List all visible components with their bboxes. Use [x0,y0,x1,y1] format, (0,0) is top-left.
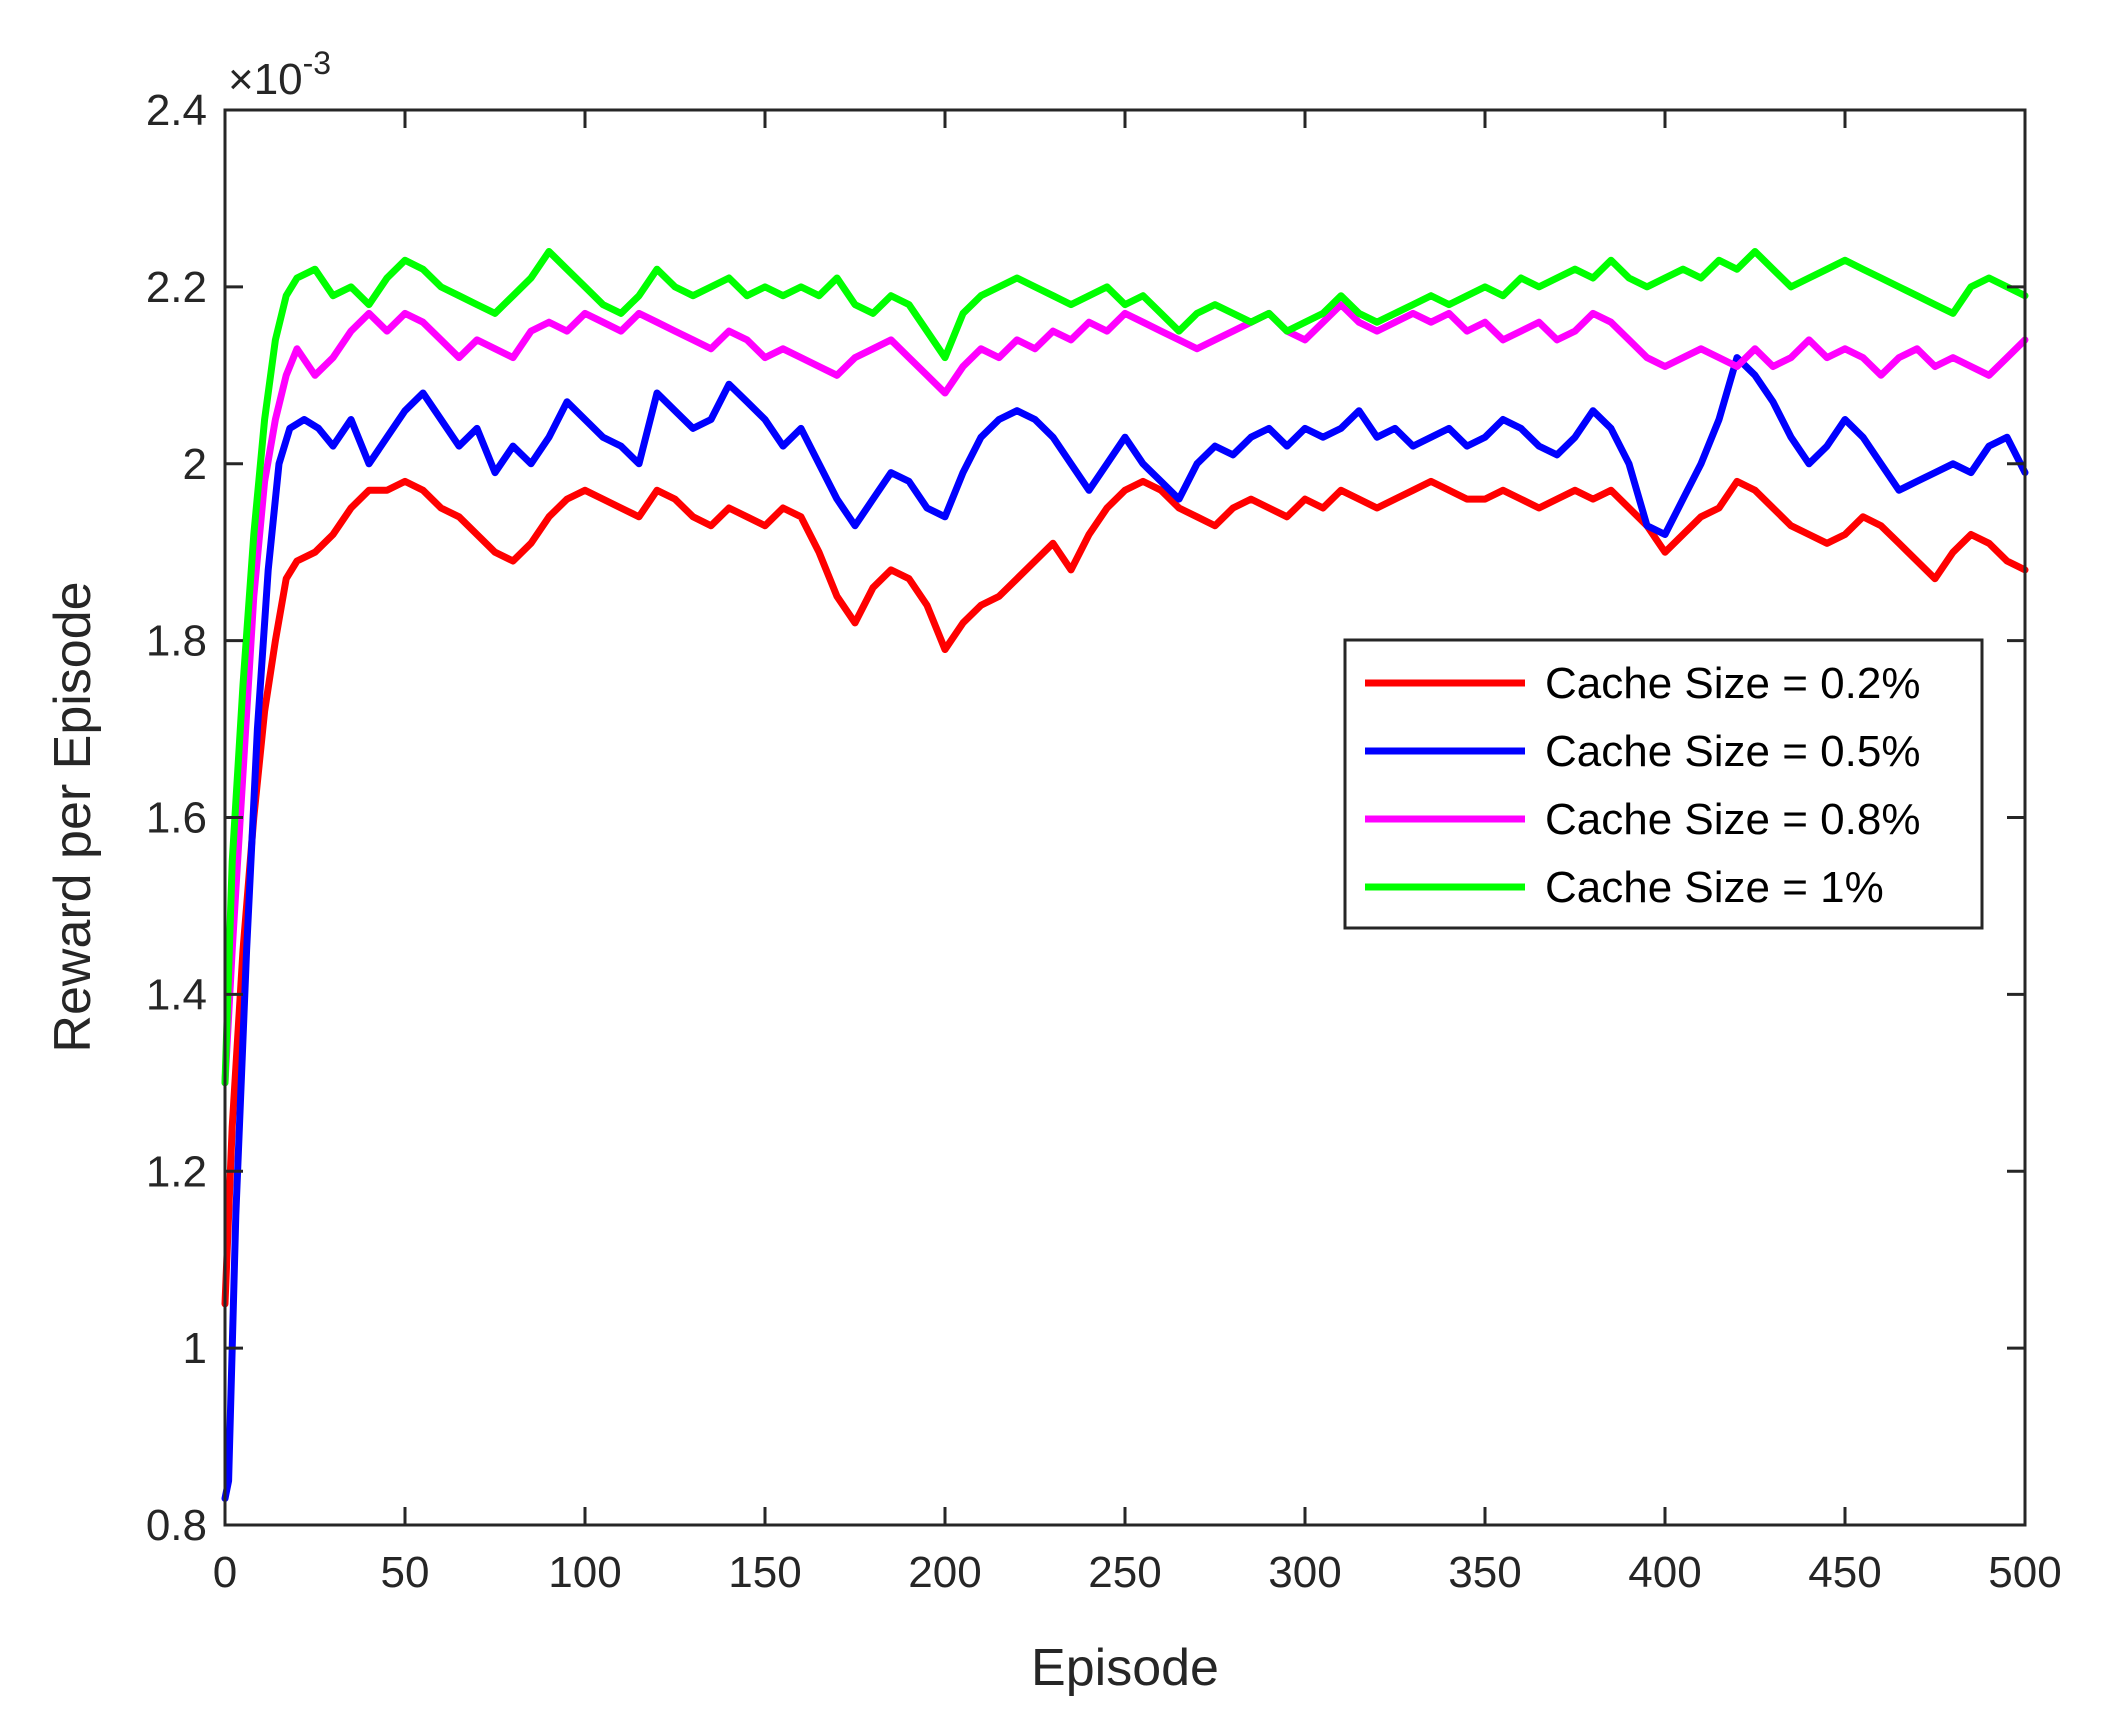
y-tick-label: 1.6 [146,794,207,843]
legend-entry-label: Cache Size = 0.2% [1545,659,1920,708]
y-tick-label: 0.8 [146,1501,207,1550]
series-line-2 [221,354,2029,1502]
y-exponent-power: -3 [303,45,331,81]
y-tick-label: 1.2 [146,1147,207,1196]
legend-items: Cache Size = 0.2% Cache Size = 0.5% Cache … [1365,659,1920,912]
y-axis-label: Reward per Episode [44,581,102,1052]
y-tick-label: 1.8 [146,617,207,666]
x-tick-label: 0 [213,1548,237,1597]
series-line-1 [221,477,2029,1308]
y-tick-label: 2 [183,440,207,489]
tick-layer: 0 50 100 150 200 250 300 350 400 450 500 0.8 1 1.2 1.4… [146,86,2062,1597]
x-tick-label: 400 [1628,1548,1701,1597]
series-line-4 [221,248,2029,1087]
x-tick-label: 150 [728,1548,801,1597]
legend: Cache Size = 0.2% Cache Size = 0.5% Cache … [1343,638,1984,930]
legend-box [1343,638,1984,930]
x-tick-label: 300 [1268,1548,1341,1597]
y-tick-label: 1.4 [146,970,207,1019]
x-tick-label: 50 [381,1548,430,1597]
x-axis-label: Episode [1031,1639,1219,1697]
x-tick-label: 200 [908,1548,981,1597]
series-line-3 [221,301,2029,1087]
x-tick-label: 450 [1808,1548,1881,1597]
x-tick-label: 500 [1988,1548,2061,1597]
legend-entry-label: Cache Size = 0.5% [1545,727,1920,776]
legend-entry-label: Cache Size = 0.8% [1545,795,1920,844]
x-tick-label: 350 [1448,1548,1521,1597]
legend-entry-label: Cache Size = 1% [1545,863,1884,912]
y-tick-label: 2.4 [146,86,207,135]
y-tick-label: 1 [183,1324,207,1373]
y-tick-label: 2.2 [146,263,207,312]
x-tick-label: 250 [1088,1548,1161,1597]
series-layer [221,248,2029,1502]
x-tick-label: 100 [548,1548,621,1597]
y-exponent-label: ×10-3 [228,45,331,104]
